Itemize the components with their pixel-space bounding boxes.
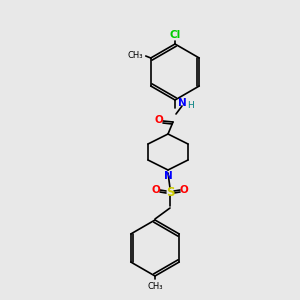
Text: CH₃: CH₃: [127, 52, 143, 61]
Text: N: N: [178, 98, 186, 108]
Text: N: N: [164, 171, 172, 181]
Text: CH₃: CH₃: [147, 282, 163, 291]
Text: S: S: [166, 185, 174, 199]
Text: H: H: [187, 101, 194, 110]
Text: O: O: [180, 185, 188, 195]
Text: O: O: [154, 115, 164, 125]
Text: O: O: [152, 185, 160, 195]
Text: Cl: Cl: [169, 30, 181, 40]
